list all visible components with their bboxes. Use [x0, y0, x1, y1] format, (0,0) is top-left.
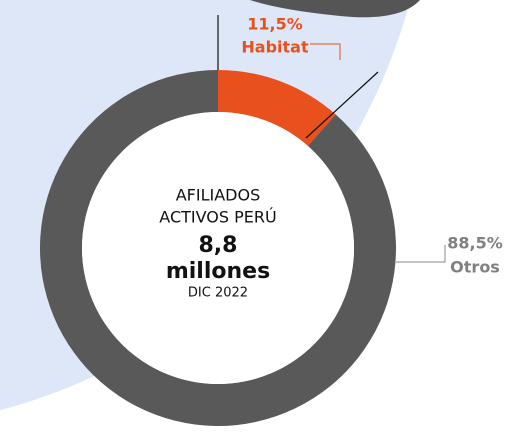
value-label: 11,5% — [247, 15, 303, 34]
donut-hole — [82, 112, 354, 384]
donut — [39, 70, 396, 426]
donut-slice — [218, 70, 336, 146]
label-bracket — [396, 245, 446, 263]
center-value: 8,8 — [199, 233, 238, 258]
center-text: AFILIADOS — [176, 186, 261, 205]
leader-line — [305, 71, 379, 139]
legend-label: Habitat — [241, 38, 309, 57]
value-label: 88,5% — [447, 234, 503, 253]
label-bracket — [310, 43, 341, 60]
center-date: DIC 2022 — [188, 286, 248, 301]
center-unit: millones — [166, 259, 270, 284]
legend-label: Otros — [450, 258, 500, 277]
center-text: ACTIVOS PERÚ — [159, 208, 276, 227]
background-arc — [250, 0, 420, 18]
